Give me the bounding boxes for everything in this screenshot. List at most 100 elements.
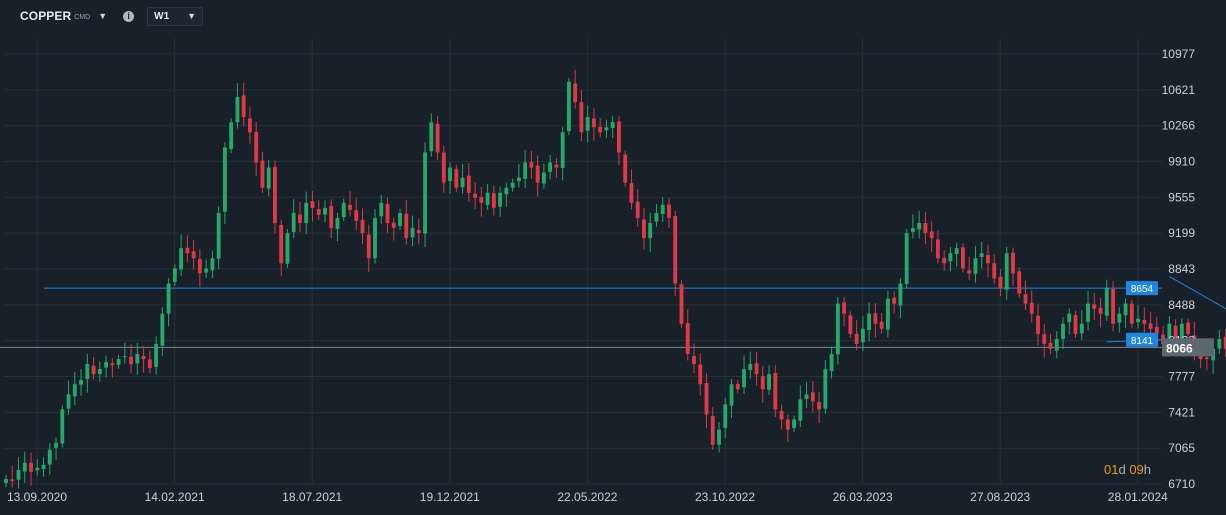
candle-down [1048,342,1053,349]
candle-up [423,152,427,234]
candle-down [779,411,784,420]
candle-down [698,364,703,385]
candle-down [785,419,790,430]
candle-up [566,81,571,132]
candle-down [298,214,302,223]
x-axis: 13.09.2020 14.02.2021 18.07.2021 19.12.2021… [7,490,1168,504]
x-tick-label: 14.02.2021 [145,490,205,504]
candle-up [823,369,828,409]
level-tag-label: 8654 [1131,284,1154,295]
y-tick-label: 8488 [1168,298,1195,312]
candle-up [829,354,834,372]
candle-down [416,230,421,234]
candle-up [1067,313,1072,323]
candle-up [1061,323,1065,339]
candle-up [660,204,665,215]
candle-down [848,315,853,334]
candle-down [441,152,446,183]
candle-down [579,102,584,133]
candle-down [129,356,134,365]
candle-up [66,394,71,409]
candle-up [804,394,809,399]
candle-up [97,369,102,375]
symbol-selector[interactable]: COPPER CMD ▼ [20,9,107,23]
candle-down [679,284,684,324]
candle-down [573,83,578,103]
candle-down [617,121,621,153]
y-tick-label: 10266 [1162,119,1196,133]
candle-down [598,126,603,133]
price-tags: 8654 8141 8066 [1126,281,1214,357]
candle-up [654,212,659,222]
candle-down [1042,334,1047,344]
candle-up [85,364,90,379]
candle-up [1136,318,1141,323]
candle-down [254,131,259,163]
candle-up [341,202,346,218]
candle-up [585,117,590,131]
x-tick-label: 22.05.2022 [557,490,617,504]
candle-down [817,402,822,410]
candle-down [623,154,628,183]
candle-down [310,201,315,208]
candle-up [304,202,309,223]
candle-up [1054,338,1059,351]
candle-up [291,212,296,232]
candle-down [1111,288,1115,324]
candle-up [742,369,746,388]
candle-down [1029,302,1034,314]
candle-up [910,228,915,232]
candle-up [979,253,984,258]
info-icon[interactable]: i [123,10,135,22]
countdown-days: 01 [1104,462,1119,477]
candle-down [935,239,940,259]
candle-up [1117,313,1122,323]
candle-up [541,172,546,184]
y-tick-label: 9910 [1168,155,1195,169]
candle-up [72,384,77,397]
candle-up [510,182,515,188]
symbol-type: CMD [74,14,91,21]
candle-up [410,228,415,238]
candle-down [685,322,690,355]
candle-down [273,166,277,223]
candle-down [754,363,759,375]
candle-down [185,247,190,254]
current-price-tag [1162,338,1214,357]
countdown-hours: 09 [1129,462,1144,477]
candle-down [1142,319,1147,324]
candle-down [260,160,265,188]
candle-up [104,362,109,368]
candle-down [348,204,352,210]
candle-down [667,204,671,218]
candle-up [379,202,384,217]
candle-down [10,479,15,481]
candle-down [942,257,947,264]
candle-up [448,167,453,182]
y-tick-label: 6710 [1168,477,1195,491]
candle-down [1011,252,1015,274]
candle-down [923,222,928,234]
candle-up [723,404,728,428]
candle-down [760,376,765,390]
candle-up [860,328,865,343]
x-tick-label: 18.07.2021 [282,490,342,504]
y-tick-label: 9555 [1168,190,1195,204]
symbol-name: COPPER [20,9,72,23]
x-tick-label: 19.12.2021 [420,490,480,504]
candle-up [973,258,978,274]
candle-up [1179,323,1184,340]
candle-up [498,192,503,207]
candle-up [604,127,609,131]
candle-up [323,207,327,215]
bar-countdown: 01d 09h [1104,462,1151,477]
candle-up [460,177,465,188]
candle-down [1036,315,1040,334]
timeframe-selector[interactable]: W1 ▼ [147,6,204,26]
level-tag [1126,281,1158,296]
candle-up [179,248,184,270]
candle-down [454,168,459,188]
candle-up [1167,323,1172,344]
candle-up [222,147,227,212]
